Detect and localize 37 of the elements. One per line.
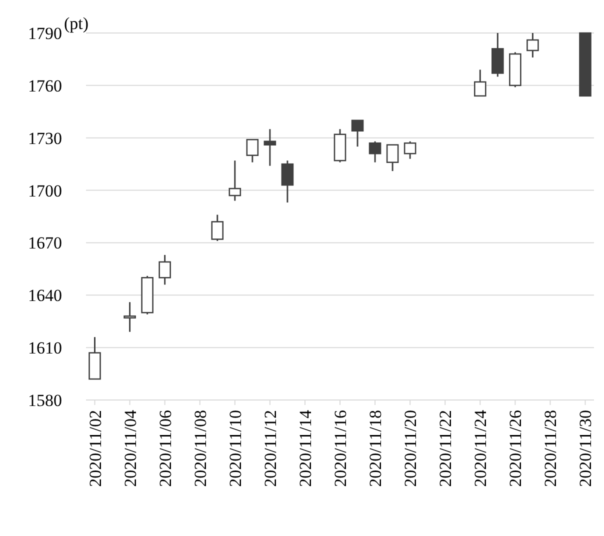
x-tick-label: 2020/11/12 (260, 410, 280, 487)
candlestick (246, 138, 259, 164)
x-tick-label: 2020/11/02 (86, 410, 105, 487)
x-tick-label: 2020/11/16 (331, 410, 350, 487)
candlestick (526, 32, 539, 58)
x-tick-label: 2020/11/06 (156, 410, 175, 487)
x-tick-label: 2020/11/14 (296, 410, 315, 487)
candlestick (211, 214, 224, 242)
candlestick (124, 301, 136, 333)
candlestick (228, 160, 242, 202)
x-tick-label: 2020/11/30 (576, 410, 596, 487)
candlestick (264, 128, 276, 167)
candlestick (404, 140, 416, 160)
x-tick-label: 2020/11/10 (226, 410, 245, 487)
x-tick-label: 2020/11/18 (366, 410, 386, 487)
y-tick-label: 1610 (28, 338, 62, 358)
candlestick (281, 160, 294, 204)
y-tick-label: 1730 (28, 128, 62, 148)
y-tick-label: 1580 (28, 391, 62, 410)
x-tick-label: 2020/11/08 (190, 410, 210, 487)
x-tick-label: 2020/11/20 (401, 410, 420, 487)
y-tick-label: 1700 (28, 181, 62, 200)
x-tick-label: 2020/11/04 (120, 410, 140, 487)
candlestick (368, 140, 382, 164)
candlestick (386, 144, 399, 172)
y-axis-title: (pt) (64, 14, 89, 33)
candlestick (351, 120, 364, 148)
y-tick-label: 1790 (28, 24, 62, 43)
candlestick (158, 254, 171, 286)
y-tick-label: 1640 (28, 286, 62, 306)
x-tick-label: 2020/11/26 (506, 410, 526, 487)
x-tick-label: 2020/11/24 (471, 410, 490, 487)
x-tick-label: 2020/11/22 (436, 410, 456, 487)
y-tick-label: 1760 (28, 76, 62, 96)
candlestick (474, 68, 486, 97)
x-tick-label: 2020/11/28 (541, 410, 560, 487)
y-tick-label: 1670 (28, 234, 62, 253)
